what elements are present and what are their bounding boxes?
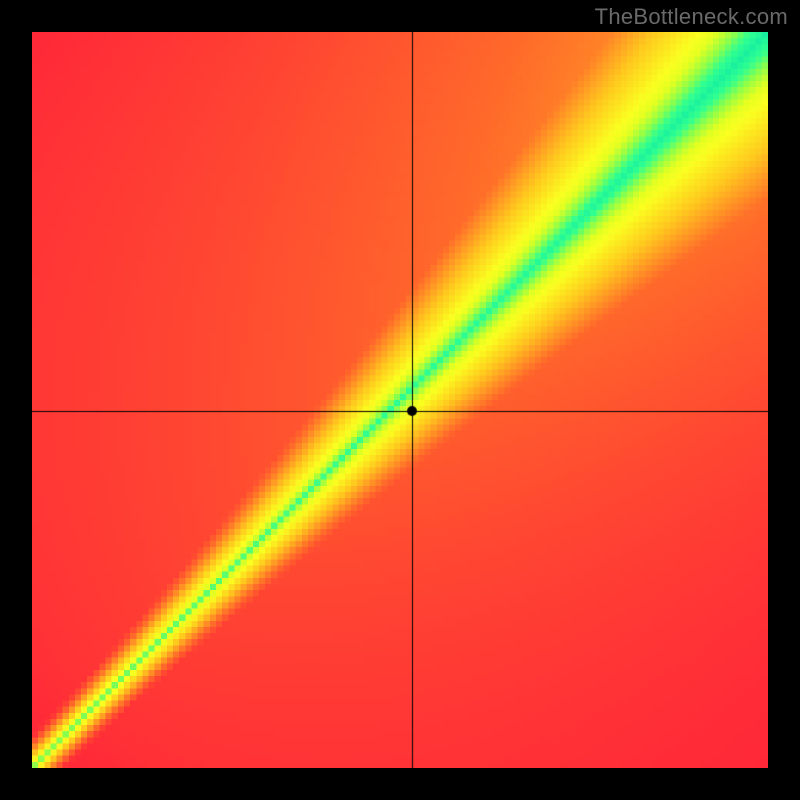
chart-stage: { "watermark": { "text": "TheBottleneck.…	[0, 0, 800, 800]
crosshair-overlay	[32, 32, 768, 768]
watermark-text: TheBottleneck.com	[595, 4, 788, 30]
